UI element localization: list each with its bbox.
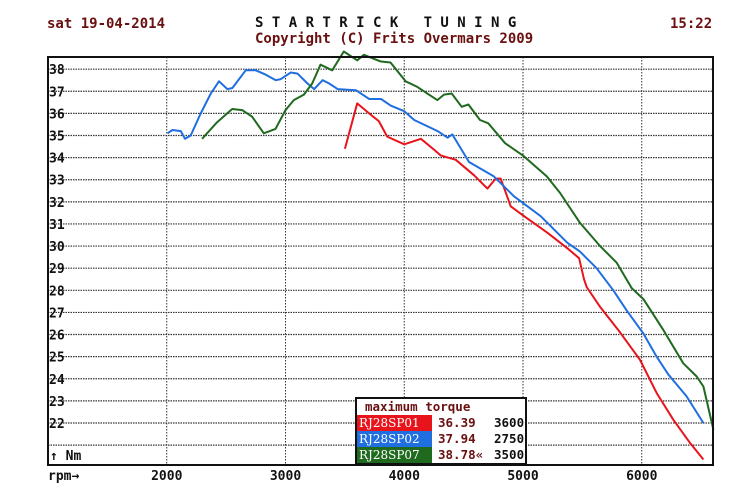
series-line-rj28sp01 <box>343 102 705 461</box>
y-tick-label: 33 <box>49 174 65 189</box>
legend-max-torque: 37.94 <box>438 431 476 446</box>
x-tick-label: 6000 <box>626 469 657 484</box>
y-tick-label: 26 <box>49 329 65 344</box>
legend-row: RJ28SP07 38.78« 3500 <box>357 447 525 463</box>
y-tick-label: 36 <box>49 107 65 122</box>
legend-max-rpm: 3500 <box>494 447 525 462</box>
y-tick-label: 34 <box>49 152 65 167</box>
plot-border <box>47 56 714 466</box>
y-tick-label: 30 <box>49 240 65 255</box>
x-tick-label: 3000 <box>270 469 301 484</box>
legend-row: RJ28SP01 36.39 3600 <box>357 415 525 431</box>
legend-series-name: RJ28SP02 <box>357 431 432 447</box>
legend-max-torque: 38.78« <box>438 447 484 462</box>
y-tick-label: 37 <box>49 85 65 100</box>
legend-series-name: RJ28SP01 <box>357 415 432 431</box>
series-line-rj28sp02 <box>166 69 705 424</box>
x-tick-label: 4000 <box>389 469 420 484</box>
y-tick-label: 28 <box>49 284 65 299</box>
legend-max-torque: 36.39 <box>438 415 476 430</box>
legend-series-name: RJ28SP07 <box>357 447 432 463</box>
x-tick-label: 2000 <box>151 469 182 484</box>
y-tick-label: 24 <box>49 373 65 388</box>
series-line-rj28sp07 <box>201 50 715 430</box>
y-tick-label: 31 <box>49 218 65 233</box>
legend-row: RJ28SP02 37.94 2750 <box>357 431 525 447</box>
time-label: 15:22 <box>670 16 713 32</box>
date-label: sat 19-04-2014 <box>47 16 166 32</box>
legend: maximum torque RJ28SP01 36.39 3600 RJ28S… <box>355 397 527 465</box>
x-tick-label: 5000 <box>507 469 538 484</box>
copyright-label: Copyright (C) Frits Overmars 2009 <box>255 31 534 47</box>
y-tick-label: 25 <box>49 351 65 366</box>
x-axis-label: rpm→ <box>48 469 79 484</box>
app-title: S T A R T R I C K T U N I N G <box>255 15 517 31</box>
legend-title: maximum torque <box>365 399 471 414</box>
y-tick-label: 22 <box>49 417 65 432</box>
y-tick-label: 29 <box>49 262 65 277</box>
legend-max-rpm: 2750 <box>494 431 525 446</box>
y-tick-label: 27 <box>49 306 65 321</box>
y-tick-label: 32 <box>49 196 65 211</box>
y-axis-label: ↑ Nm <box>50 449 81 464</box>
y-tick-label: 35 <box>49 130 65 145</box>
y-tick-label: 38 <box>49 63 65 78</box>
legend-max-rpm: 3600 <box>494 415 525 430</box>
y-tick-label: 23 <box>49 395 65 410</box>
